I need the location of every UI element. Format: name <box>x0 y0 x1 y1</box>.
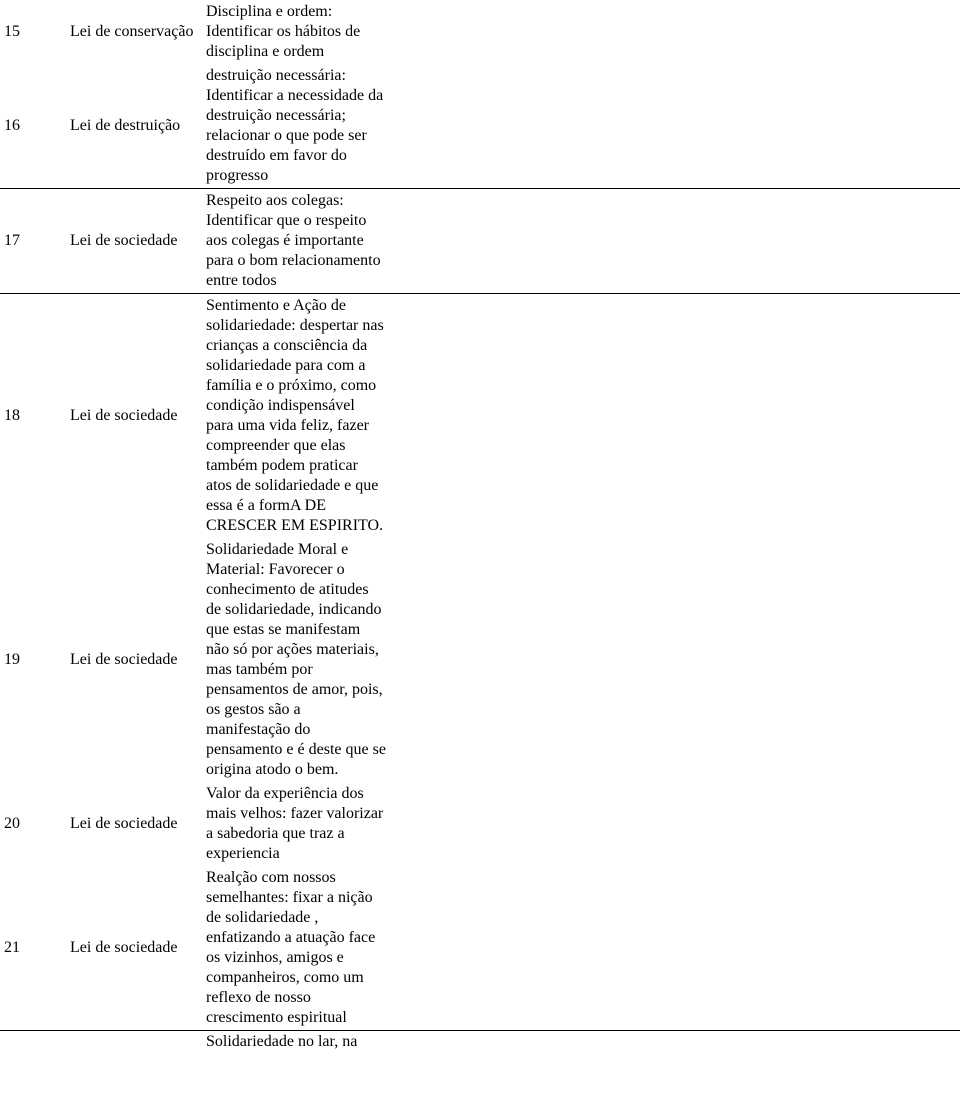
content-table: 15Lei de conservaçãoDisciplina e ordem: … <box>0 0 960 1031</box>
row-lei: Lei de destruição <box>66 64 202 189</box>
row-number: 15 <box>0 0 66 64</box>
row-number: 21 <box>0 866 66 1031</box>
row-description: Sentimento e Ação de solidariedade: desp… <box>202 294 390 539</box>
table-row: 15Lei de conservaçãoDisciplina e ordem: … <box>0 0 960 64</box>
table-row: 19Lei de sociedadeSolidariedade Moral e … <box>0 538 960 782</box>
row-number: 20 <box>0 782 66 866</box>
row-number: 17 <box>0 189 66 294</box>
row-description: destruição necessária: Identificar a nec… <box>202 64 390 189</box>
trailing-fragment: Solidariedade no lar, na <box>0 1031 960 1053</box>
row-empty <box>390 189 960 294</box>
row-lei: Lei de sociedade <box>66 866 202 1031</box>
row-description: Respeito aos colegas: Identificar que o … <box>202 189 390 294</box>
table-row: 16Lei de destruiçãodestruição necessária… <box>0 64 960 189</box>
row-empty <box>390 294 960 539</box>
row-number: 19 <box>0 538 66 782</box>
row-lei: Lei de sociedade <box>66 294 202 539</box>
row-number: 18 <box>0 294 66 539</box>
row-description: Valor da experiência dos mais velhos: fa… <box>202 782 390 866</box>
row-empty <box>390 0 960 64</box>
row-empty <box>390 782 960 866</box>
table-row: 18Lei de sociedadeSentimento e Ação de s… <box>0 294 960 539</box>
row-description: Realção com nossos semelhantes: fixar a … <box>202 866 390 1031</box>
row-description: Solidariedade Moral e Material: Favorece… <box>202 538 390 782</box>
table-row: 17Lei de sociedadeRespeito aos colegas: … <box>0 189 960 294</box>
row-empty <box>390 866 960 1031</box>
table-row: 21Lei de sociedadeRealção com nossos sem… <box>0 866 960 1031</box>
row-number: 16 <box>0 64 66 189</box>
row-empty <box>390 538 960 782</box>
row-lei: Lei de conservação <box>66 0 202 64</box>
row-lei: Lei de sociedade <box>66 189 202 294</box>
row-lei: Lei de sociedade <box>66 782 202 866</box>
row-lei: Lei de sociedade <box>66 538 202 782</box>
table-row: 20Lei de sociedadeValor da experiência d… <box>0 782 960 866</box>
row-description: Disciplina e ordem: Identificar os hábit… <box>202 0 390 64</box>
page: 15Lei de conservaçãoDisciplina e ordem: … <box>0 0 960 1053</box>
row-empty <box>390 64 960 189</box>
